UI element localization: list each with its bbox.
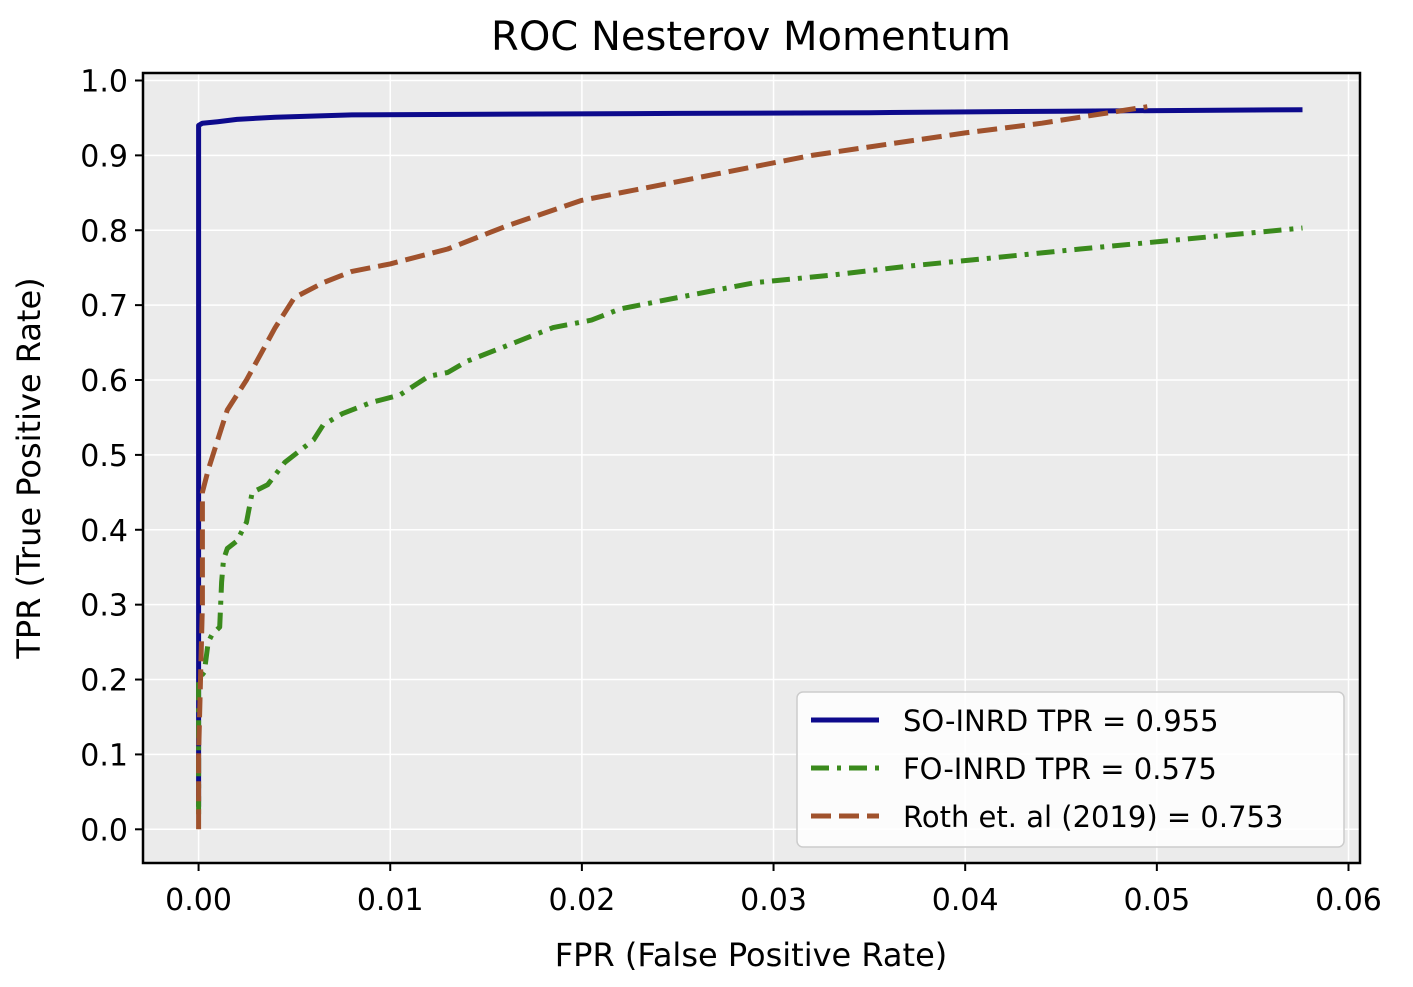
y-tick-label-0: 0.0 (80, 813, 128, 848)
y-tick-label-10: 1.0 (80, 64, 128, 99)
series-line-0 (196, 107, 1303, 807)
x-tick-label-0: 0.00 (165, 883, 232, 918)
x-tick-label-1: 0.01 (357, 883, 424, 918)
y-tick-label-2: 0.2 (80, 664, 128, 699)
legend-box (796, 691, 1345, 848)
y-tick-label-6: 0.6 (80, 364, 128, 399)
x-tick-label-5: 0.05 (1123, 883, 1190, 918)
legend: SO-INRD TPR = 0.955 FO-INRD TPR = 0.575 … (796, 691, 1345, 848)
y-tick-label-7: 0.7 (80, 289, 128, 324)
series-line-1 (196, 225, 1303, 815)
y-tick-label-5: 0.5 (80, 439, 128, 474)
y-axis-label: TPR (True Positive Rate) (10, 277, 48, 659)
x-tick-label-6: 0.06 (1315, 883, 1382, 918)
series-lines (196, 104, 1303, 830)
x-axis-label: FPR (False Positive Rate) (555, 936, 947, 974)
x-tick-label-4: 0.04 (932, 883, 999, 918)
chart-title: ROC Nesterov Momentum (491, 14, 1011, 60)
y-tick-label-1: 0.1 (80, 738, 128, 773)
x-tick-label-2: 0.02 (548, 883, 615, 918)
x-tick-label-3: 0.03 (740, 883, 807, 918)
legend-label-so-inrd: SO-INRD TPR = 0.955 (903, 704, 1219, 738)
legend-label-fo-inrd: FO-INRD TPR = 0.575 (903, 752, 1217, 786)
series-line-2 (196, 104, 1148, 830)
y-tick-label-4: 0.4 (80, 514, 128, 549)
x-axis-ticks: 0.00 0.01 0.02 0.03 0.04 0.05 0.06 (165, 863, 1382, 918)
plot-frame (141, 71, 1362, 865)
legend-label-roth: Roth et. al (2019) = 0.753 (903, 800, 1283, 834)
y-axis-ticks: 0.0 0.1 0.2 0.3 0.4 0.5 0.6 0.7 0.8 0.9 1.0 (80, 64, 143, 848)
y-tick-label-3: 0.3 (80, 589, 128, 624)
grid-lines (143, 73, 1360, 863)
y-tick-label-9: 0.9 (80, 139, 128, 174)
y-tick-label-8: 0.8 (80, 214, 128, 249)
